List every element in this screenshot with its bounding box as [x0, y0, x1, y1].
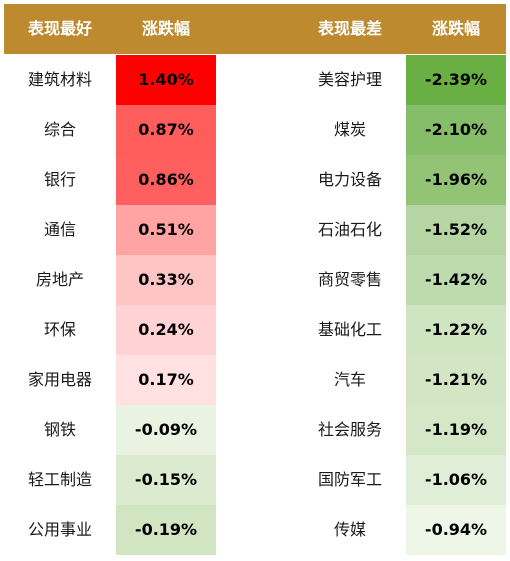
- worst-industry-name: 汽车: [333, 370, 366, 389]
- worst-change-value: -1.42%: [406, 255, 506, 305]
- best-change-value: 0.17%: [116, 355, 216, 405]
- best-change-value: 0.86%: [116, 155, 216, 205]
- best-industry-name: 建筑材料: [27, 70, 92, 89]
- best-change-value: 0.24%: [116, 305, 216, 355]
- best-change-value: -0.19%: [116, 505, 216, 555]
- table-header: 表现最好 涨跌幅 表现最差 涨跌幅: [4, 4, 506, 54]
- worst-industry-name: 社会服务: [317, 420, 382, 439]
- table-row: 钢铁 -0.09% 社会服务 -1.19%: [4, 405, 506, 455]
- worst-change-value: -1.19%: [406, 405, 506, 455]
- best-change-value: 0.87%: [116, 105, 216, 155]
- worst-industry-name: 石油石化: [317, 220, 382, 239]
- worst-change-value: -1.06%: [406, 455, 506, 505]
- best-change-value: -0.09%: [116, 405, 216, 455]
- best-change-value: 0.33%: [116, 255, 216, 305]
- worst-change-value: -1.21%: [406, 355, 506, 405]
- worst-change-value: -1.52%: [406, 205, 506, 255]
- table-row: 轻工制造 -0.15% 国防军工 -1.06%: [4, 455, 506, 505]
- best-industry-name: 通信: [43, 220, 76, 239]
- worst-change-value: -2.39%: [406, 55, 506, 105]
- worst-change-value: -1.96%: [406, 155, 506, 205]
- table-row: 环保 0.24% 基础化工 -1.22%: [4, 305, 506, 355]
- worst-change-header-label: 涨跌幅: [431, 19, 480, 38]
- best-header-label: 表现最好: [27, 19, 92, 38]
- best-industry-name: 银行: [43, 170, 76, 189]
- worst-industry-name: 煤炭: [333, 120, 366, 139]
- table-row: 银行 0.86% 电力设备 -1.96%: [4, 155, 506, 205]
- table-row: 公用事业 -0.19% 传媒 -0.94%: [4, 505, 506, 555]
- worst-industry-name: 电力设备: [317, 170, 382, 189]
- best-industry-name: 房地产: [35, 270, 84, 289]
- best-change-value: 0.51%: [116, 205, 216, 255]
- worst-change-value: -0.94%: [406, 505, 506, 555]
- table-row: 综合 0.87% 煤炭 -2.10%: [4, 105, 506, 155]
- best-change-value: 1.40%: [116, 55, 216, 105]
- worst-header-label: 表现最差: [317, 19, 382, 38]
- best-industry-name: 环保: [43, 320, 76, 339]
- best-change-value: -0.15%: [116, 455, 216, 505]
- worst-change-value: -2.10%: [406, 105, 506, 155]
- worst-industry-name: 商贸零售: [317, 270, 382, 289]
- table-row: 家用电器 0.17% 汽车 -1.21%: [4, 355, 506, 405]
- worst-industry-name: 美容护理: [317, 70, 382, 89]
- worst-industry-name: 传媒: [333, 520, 366, 539]
- table-row: 房地产 0.33% 商贸零售 -1.42%: [4, 255, 506, 305]
- best-industry-name: 家用电器: [27, 370, 92, 389]
- best-industry-name: 轻工制造: [27, 470, 92, 489]
- best-industry-name: 钢铁: [43, 420, 76, 439]
- worst-industry-name: 基础化工: [317, 320, 382, 339]
- table-row: 建筑材料 1.40% 美容护理 -2.39%: [4, 55, 506, 105]
- worst-change-value: -1.22%: [406, 305, 506, 355]
- table-row: 通信 0.51% 石油石化 -1.52%: [4, 205, 506, 255]
- best-industry-name: 公用事业: [27, 520, 92, 539]
- worst-industry-name: 国防军工: [317, 470, 382, 489]
- best-industry-name: 综合: [43, 120, 76, 139]
- best-change-header-label: 涨跌幅: [141, 19, 190, 38]
